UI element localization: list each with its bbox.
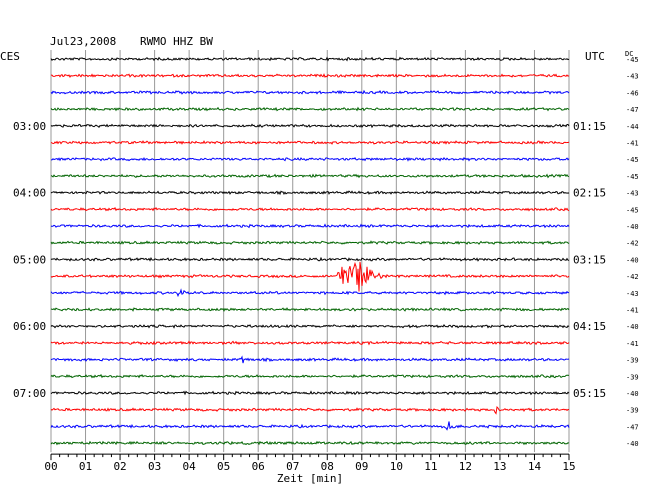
x-tick-label: 11 xyxy=(424,460,437,473)
dc-offset-label: -43 xyxy=(626,290,639,298)
dc-offset-label: -45 xyxy=(626,206,639,214)
right-timezone-label: UTC xyxy=(585,50,605,63)
trace-line xyxy=(50,440,570,446)
dc-offset-label: -45 xyxy=(626,56,639,64)
x-tick-label: 12 xyxy=(459,460,472,473)
x-axis-ticks: 00 01 02 03 04 05 06 07 08 09 10 11 12 13 14 15 xyxy=(44,453,576,473)
trace-line xyxy=(50,405,570,415)
x-tick-label: 01 xyxy=(79,460,92,473)
x-tick-label: 14 xyxy=(528,460,542,473)
left-hour-label: 05:00 xyxy=(13,253,46,266)
trace-line xyxy=(50,56,570,62)
dc-offset-label: -47 xyxy=(626,423,639,431)
x-tick-label: 03 xyxy=(148,460,161,473)
trace-line xyxy=(50,355,570,364)
trace-line xyxy=(50,256,570,262)
dc-offset-label: -42 xyxy=(626,273,639,281)
dc-offset-label: -41 xyxy=(626,307,639,315)
trace-line xyxy=(50,140,570,145)
dc-offset-label: -39 xyxy=(626,373,639,381)
dc-offset-label: -42 xyxy=(626,240,639,248)
trace-line xyxy=(50,206,570,212)
header-date: Jul23,2008 xyxy=(50,35,116,48)
x-tick-label: 15 xyxy=(562,460,575,473)
dc-offset-label: -41 xyxy=(626,140,639,148)
right-hour-label: 02:15 xyxy=(573,187,606,200)
dc-offset-label: -45 xyxy=(626,173,639,181)
trace-line xyxy=(50,261,570,292)
x-tick-label: 08 xyxy=(321,460,334,473)
x-tick-label: 06 xyxy=(252,460,265,473)
dc-offset-label: -43 xyxy=(626,190,639,198)
trace-line xyxy=(50,390,570,396)
trace-line xyxy=(50,288,570,298)
trace-line xyxy=(50,173,570,179)
x-tick-label: 13 xyxy=(493,460,506,473)
seismic-traces: -45 -43 -46 -47 -44 -41 -45 -45 -43 -45 -40 -42 -40 -… xyxy=(50,56,639,448)
x-tick-label: 07 xyxy=(286,460,299,473)
header-station: RWMO HHZ BW xyxy=(140,35,213,48)
trace-line xyxy=(50,156,570,162)
dc-offset-label: -40 xyxy=(626,256,639,264)
chart-labels: Jul23,2008 RWMO HHZ BW CES UTC DC Zeit [… xyxy=(0,35,633,485)
x-tick-label: 10 xyxy=(390,460,403,473)
x-axis-label: Zeit [min] xyxy=(277,472,343,485)
trace-line xyxy=(50,240,570,245)
dc-offset-label: -43 xyxy=(626,73,639,81)
left-hour-label: 03:00 xyxy=(13,120,46,133)
trace-line xyxy=(50,340,570,346)
x-tick-label: 00 xyxy=(44,460,57,473)
dc-offset-label: -47 xyxy=(626,106,639,114)
left-hour-label: 04:00 xyxy=(13,187,46,200)
trace-line xyxy=(50,123,570,129)
left-hour-label: 07:00 xyxy=(13,387,46,400)
x-tick-label: 09 xyxy=(355,460,368,473)
dc-offset-label: -40 xyxy=(626,223,639,231)
trace-line xyxy=(50,223,570,229)
dc-offset-label: -39 xyxy=(626,357,639,365)
trace-line xyxy=(50,89,570,95)
dc-offset-label: -40 xyxy=(626,390,639,398)
dc-offset-label: -45 xyxy=(626,156,639,164)
trace-line xyxy=(50,307,570,312)
trace-line xyxy=(50,373,570,379)
x-tick-label: 04 xyxy=(183,460,197,473)
dc-offset-label: -41 xyxy=(626,340,639,348)
right-hour-label: 04:15 xyxy=(573,320,606,333)
time-grid xyxy=(50,50,570,453)
right-hour-label: 05:15 xyxy=(573,387,606,400)
trace-line xyxy=(50,106,570,112)
dc-offset-label: -40 xyxy=(626,440,639,448)
dc-offset-label: -39 xyxy=(626,407,639,415)
right-hour-label: 01:15 xyxy=(573,120,606,133)
trace-line xyxy=(50,421,570,431)
left-hour-label: 06:00 xyxy=(13,320,46,333)
trace-line xyxy=(50,324,570,329)
x-tick-label: 02 xyxy=(113,460,126,473)
right-hour-label: 03:15 xyxy=(573,253,606,266)
dc-label: DC xyxy=(625,50,633,58)
left-timezone-label: CES xyxy=(0,50,20,63)
x-tick-label: 05 xyxy=(217,460,230,473)
trace-line xyxy=(50,190,570,196)
dc-offset-label: -46 xyxy=(626,89,639,97)
dc-offset-label: -40 xyxy=(626,323,639,331)
trace-line xyxy=(50,73,570,78)
dc-offset-label: -44 xyxy=(626,123,639,131)
